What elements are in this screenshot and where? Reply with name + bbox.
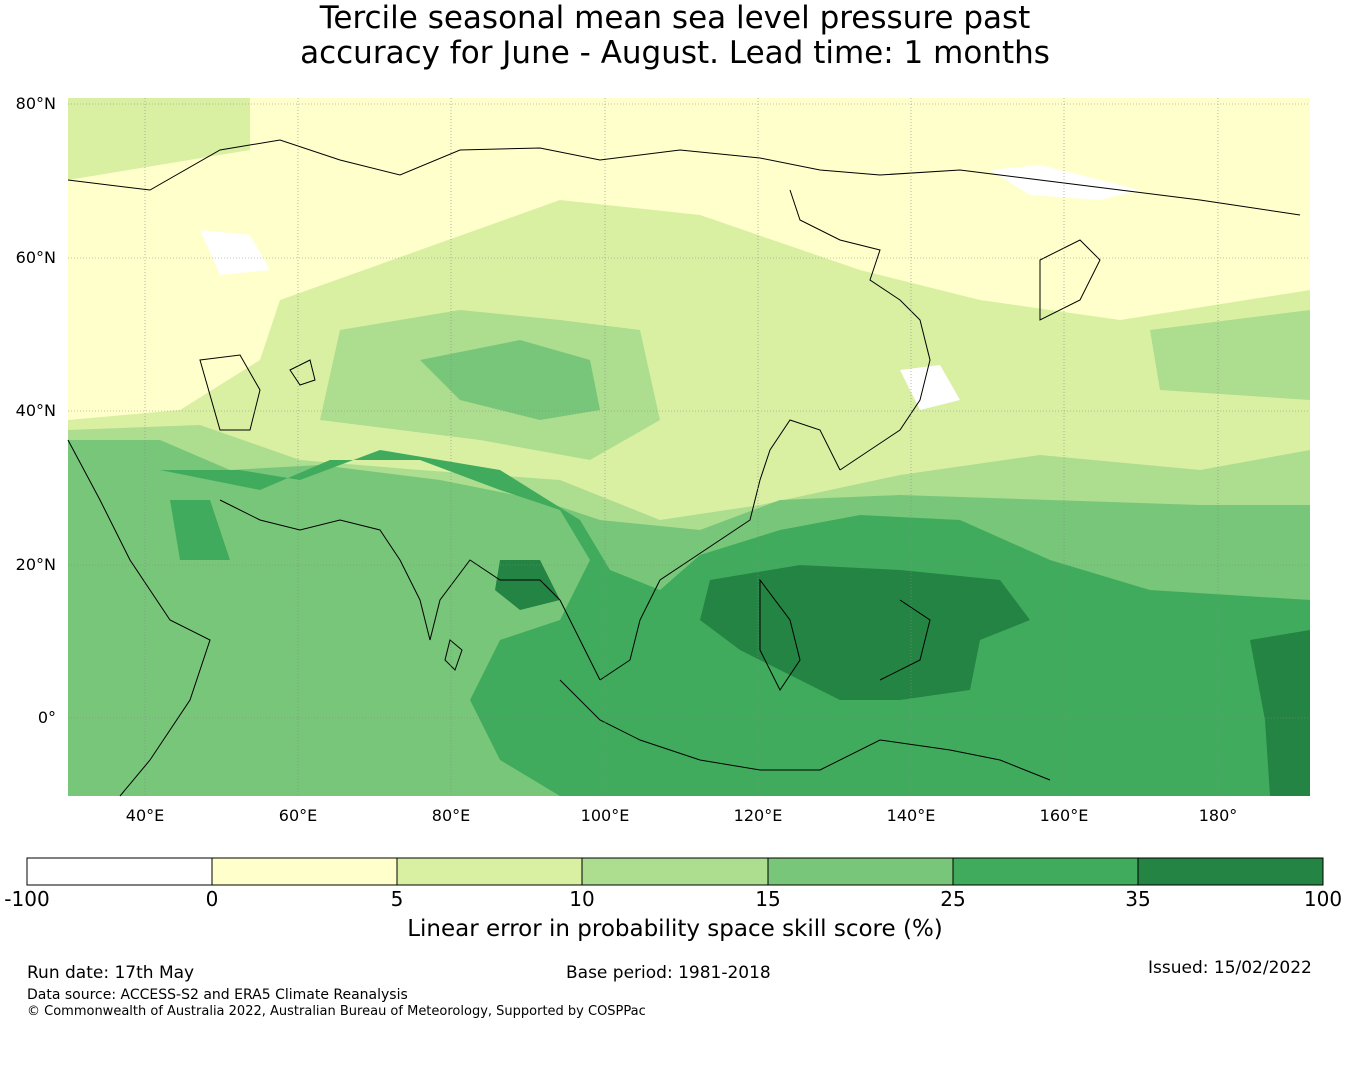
colorbar-segment-neg100-0 <box>26 857 213 886</box>
lon-label-120e: 120°E <box>733 806 783 825</box>
colorbar-segment-15-25 <box>767 857 954 886</box>
lat-label-60n: 60°N <box>15 248 56 267</box>
lat-label-80n: 80°N <box>15 94 56 113</box>
lon-label-100e: 100°E <box>580 806 630 825</box>
colorbar-tick-neg100: -100 <box>4 887 50 911</box>
run-date: Run date: 17th May <box>27 963 195 983</box>
data-source: Data source: ACCESS-S2 and ERA5 Climate … <box>27 987 408 1003</box>
colorbar-segment-10-15 <box>581 857 769 886</box>
colorbar-tick-100: 100 <box>1303 887 1343 911</box>
coastlines <box>67 139 1301 797</box>
colorbar-tick-15: 15 <box>755 887 781 911</box>
lon-label-60e: 60°E <box>278 806 318 825</box>
lon-label-80e: 80°E <box>431 806 471 825</box>
title-line-1: Tercile seasonal mean sea level pressure… <box>319 0 1031 36</box>
lat-label-0: 0° <box>37 708 56 727</box>
colorbar-tick-25: 25 <box>940 887 966 911</box>
base-period: Base period: 1981-2018 <box>566 963 771 983</box>
lon-label-160e: 160°E <box>1039 806 1089 825</box>
lat-label-20n: 20°N <box>15 555 56 574</box>
colorbar-segment-25-35 <box>952 857 1139 886</box>
skill-band-negative <box>200 165 1140 410</box>
colorbar <box>26 857 1324 886</box>
lat-label-40n: 40°N <box>15 401 56 420</box>
colorbar-segment-35-100 <box>1137 857 1324 886</box>
lon-label-180: 180° <box>1198 806 1238 825</box>
lon-label-40e: 40°E <box>125 806 165 825</box>
gridlines <box>68 98 1310 796</box>
colorbar-title: Linear error in probability space skill … <box>407 916 943 942</box>
issued-date: Issued: 15/02/2022 <box>1148 958 1312 978</box>
title-line-2: accuracy for June - August. Lead time: 1… <box>300 35 1050 71</box>
colorbar-segment-5-10 <box>396 857 583 886</box>
colorbar-tick-35: 35 <box>1125 887 1151 911</box>
skill-band-35-100 <box>495 560 1310 796</box>
colorbar-tick-10: 10 <box>569 887 595 911</box>
colorbar-tick-5: 5 <box>390 887 404 911</box>
copyright: © Commonwealth of Australia 2022, Austra… <box>27 1004 646 1019</box>
colorbar-tick-0: 0 <box>205 887 219 911</box>
lon-label-140e: 140°E <box>886 806 936 825</box>
colorbar-segment-0-5 <box>211 857 398 886</box>
